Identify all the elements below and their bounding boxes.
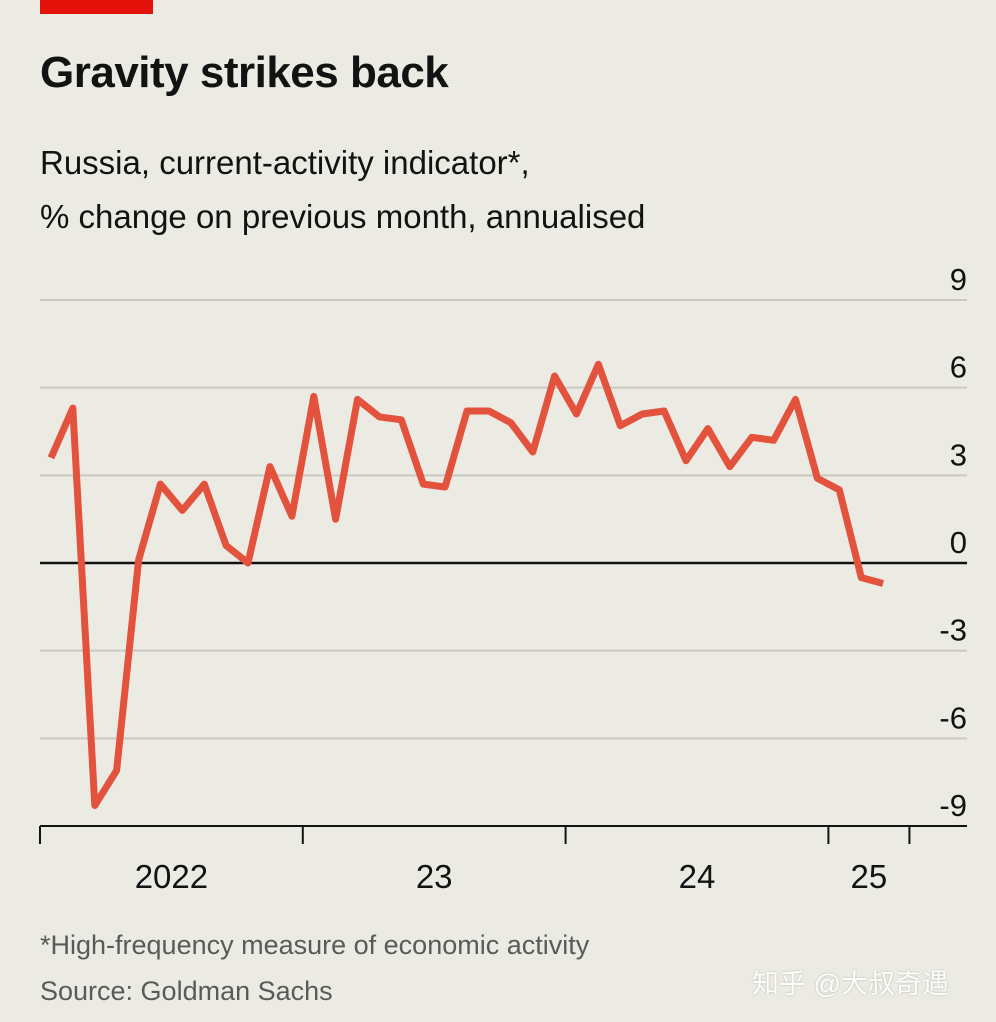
footnote-source: Source: Goldman Sachs	[40, 976, 333, 1006]
x-tick-label: 24	[679, 858, 716, 895]
x-tick-label: 2022	[135, 858, 208, 895]
y-tick-label: 6	[950, 350, 967, 385]
series-line	[47, 360, 885, 809]
chart-title: Gravity strikes back	[40, 48, 449, 97]
chart-subtitle: Russia, current-activity indicator*, % c…	[40, 136, 645, 244]
x-tick-label: 25	[851, 858, 888, 895]
subtitle-line-1: Russia, current-activity indicator*,	[40, 144, 530, 181]
x-tick-label: 23	[416, 858, 453, 895]
y-tick-label: -6	[939, 700, 967, 735]
brand-red-tag	[40, 0, 153, 14]
y-tick-label: -3	[939, 613, 967, 648]
footnote-note: *High-frequency measure of economic acti…	[40, 930, 590, 960]
y-tick-label: 9	[950, 262, 967, 297]
footnote: *High-frequency measure of economic acti…	[40, 922, 589, 1014]
y-tick-label: 0	[950, 525, 967, 560]
y-tick-label: 3	[950, 437, 967, 472]
watermark: 知乎 @大叔奇遇	[752, 969, 949, 999]
line-chart: 9 6 3 0 -3 -6 -9 2022 23 24 25	[39, 262, 967, 895]
subtitle-line-2: % change on previous month, annualised	[40, 198, 646, 235]
y-tick-label: -9	[939, 788, 967, 823]
